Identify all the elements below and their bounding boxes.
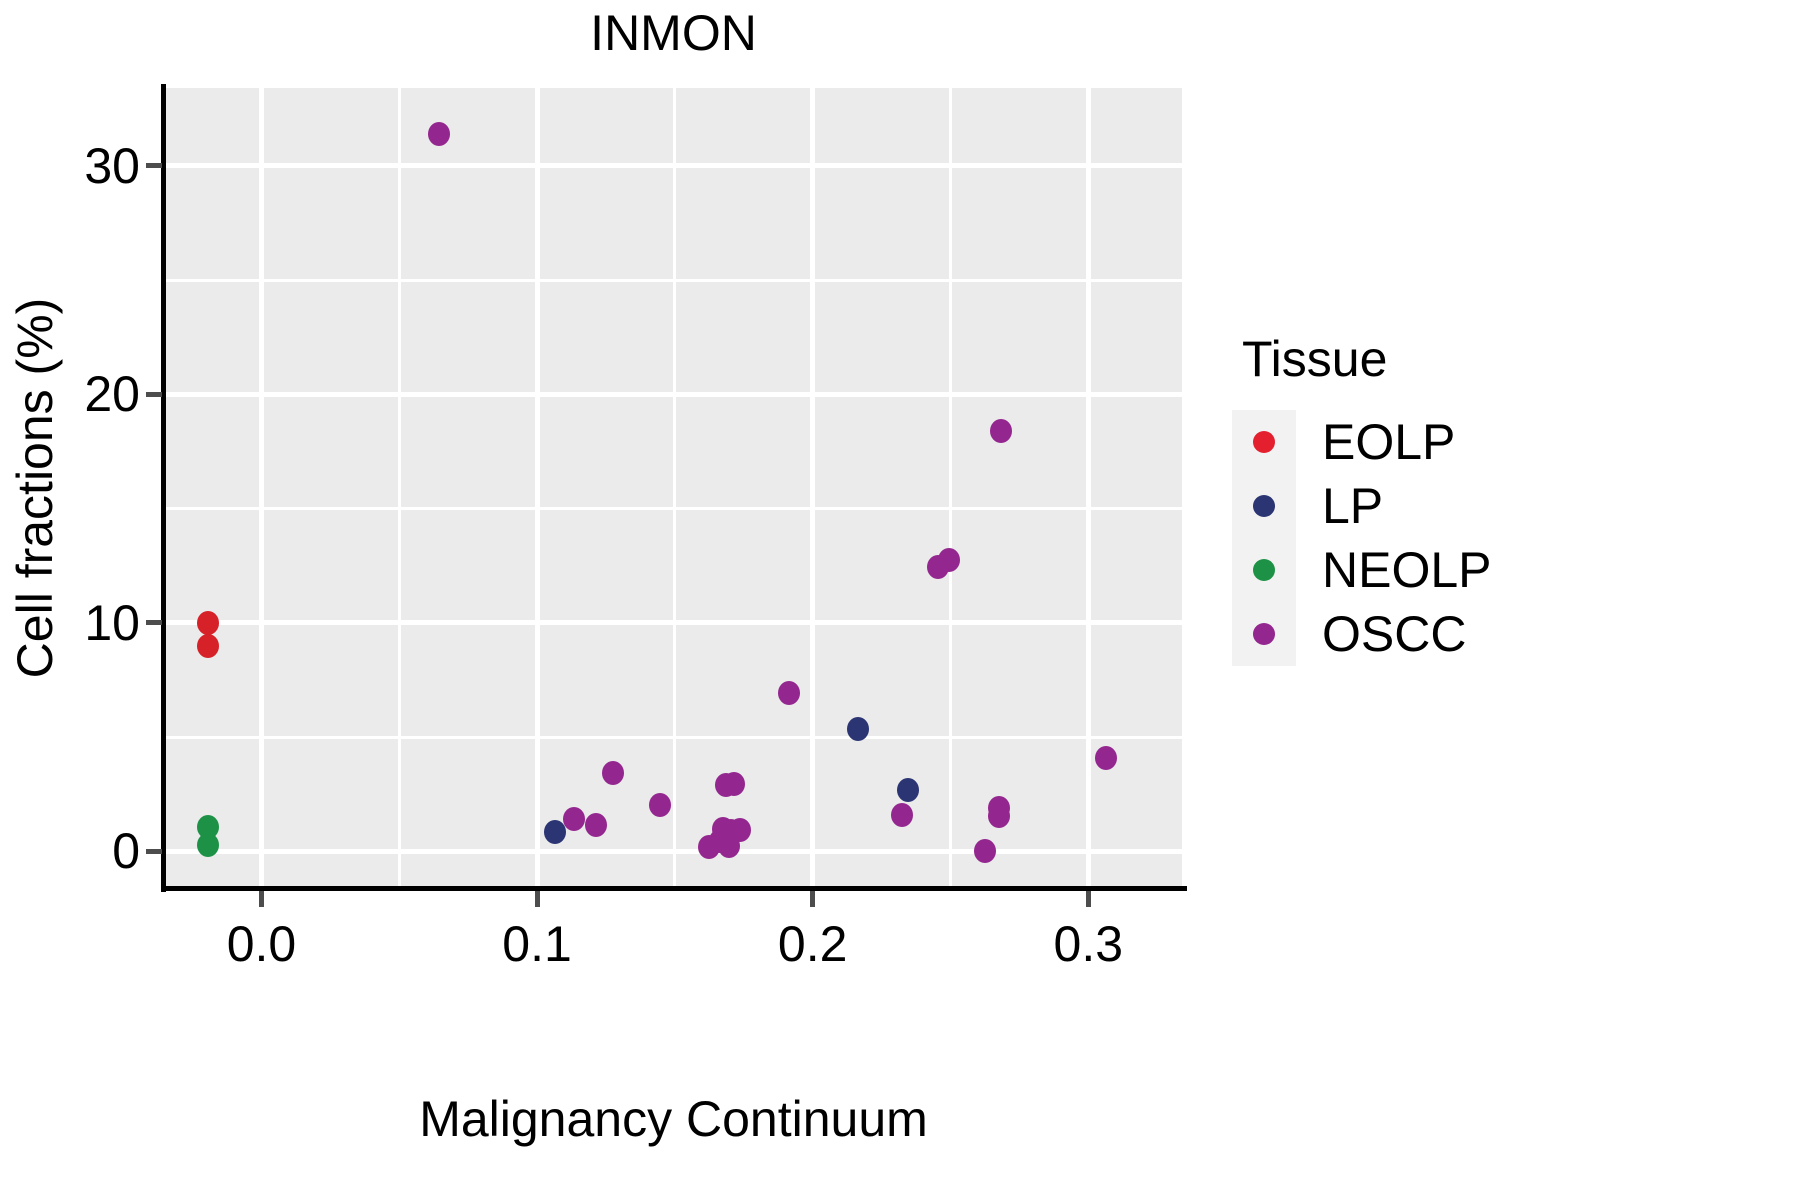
gridline-major-x [258, 88, 264, 888]
legend-item-oscc[interactable]: OSCC [1232, 602, 1632, 666]
legend: Tissue EOLP LP NEOLP OSCC [1232, 330, 1632, 666]
data-point-oscc [698, 834, 721, 859]
y-tick-mark [146, 620, 162, 626]
gridline-minor-y [165, 278, 1182, 282]
gridline-major-y [165, 620, 1182, 626]
legend-dot-icon [1253, 431, 1275, 453]
y-axis-label: Cell fractions (%) [7, 297, 63, 679]
y-axis-spine [161, 84, 166, 892]
data-point-oscc [891, 802, 914, 827]
y-axis-label-container: Cell fractions (%) [0, 88, 70, 888]
legend-item-neolp[interactable]: NEOLP [1232, 538, 1632, 602]
data-point-eolp [196, 610, 219, 635]
chart-title: INMON [590, 5, 757, 61]
legend-key-swatch [1232, 410, 1296, 474]
legend-dot-icon [1253, 495, 1275, 517]
gridline-major-y [165, 391, 1182, 397]
x-tick-mark [534, 891, 540, 907]
gridline-minor-y [165, 507, 1182, 511]
x-tick-mark [1085, 891, 1091, 907]
legend-item-lp[interactable]: LP [1232, 474, 1632, 538]
data-point-oscc [585, 813, 608, 838]
legend-item-label: OSCC [1322, 606, 1467, 662]
data-point-oscc [563, 807, 586, 832]
plot-panel [165, 88, 1182, 888]
data-point-oscc [973, 839, 996, 864]
legend-dot-icon [1253, 623, 1275, 645]
legend-key-swatch [1232, 474, 1296, 538]
data-point-oscc [987, 804, 1010, 828]
data-point-oscc [601, 760, 624, 785]
gridline-minor-x [397, 88, 401, 888]
gridline-major-y [165, 848, 1182, 854]
gridline-major-x [810, 88, 816, 888]
data-point-lp [896, 777, 919, 802]
data-point-oscc [648, 792, 671, 817]
data-point-oscc [990, 418, 1013, 443]
gridline-minor-x [948, 88, 952, 888]
data-point-oscc [717, 833, 740, 858]
data-point-neolp [196, 832, 219, 857]
x-tick-mark [810, 891, 816, 907]
legend-dot-icon [1253, 559, 1275, 581]
y-tick-mark [146, 163, 162, 169]
data-point-oscc [778, 680, 801, 705]
x-tick-label: 0.1 [502, 916, 572, 972]
gridline-major-x [534, 88, 540, 888]
data-point-oscc [428, 121, 451, 146]
data-point-oscc [723, 772, 746, 796]
legend-title: Tissue [1242, 331, 1388, 387]
y-tick-label: 0 [112, 823, 140, 880]
legend-item-eolp[interactable]: EOLP [1232, 410, 1632, 474]
legend-key-swatch [1232, 602, 1296, 666]
data-point-lp [543, 820, 566, 844]
legend-item-label: EOLP [1322, 414, 1456, 470]
gridline-major-y [165, 163, 1182, 169]
legend-item-label: NEOLP [1322, 542, 1492, 598]
x-tick-label: 0.2 [777, 916, 848, 972]
x-tick-label: 0.3 [1053, 916, 1124, 972]
y-tick-label: 10 [84, 594, 140, 651]
x-axis-spine [161, 886, 1187, 891]
y-tick-mark [146, 848, 162, 854]
legend-items: EOLP LP NEOLP OSCC [1232, 410, 1632, 666]
x-tick-label: 0.0 [226, 916, 297, 972]
gridline-minor-x [673, 88, 677, 888]
y-tick-label: 20 [84, 366, 140, 423]
x-tick-mark [258, 891, 264, 907]
gridline-minor-y [165, 735, 1182, 739]
legend-key-swatch [1232, 538, 1296, 602]
x-axis-label: Malignancy Continuum [419, 1091, 928, 1147]
data-point-oscc [938, 548, 961, 572]
legend-item-label: LP [1322, 478, 1384, 534]
y-tick-label: 30 [84, 137, 140, 194]
data-point-eolp [196, 633, 219, 658]
data-point-lp [847, 717, 870, 742]
gridline-major-x [1085, 88, 1091, 888]
data-point-oscc [1095, 745, 1118, 770]
y-tick-mark [146, 391, 162, 397]
